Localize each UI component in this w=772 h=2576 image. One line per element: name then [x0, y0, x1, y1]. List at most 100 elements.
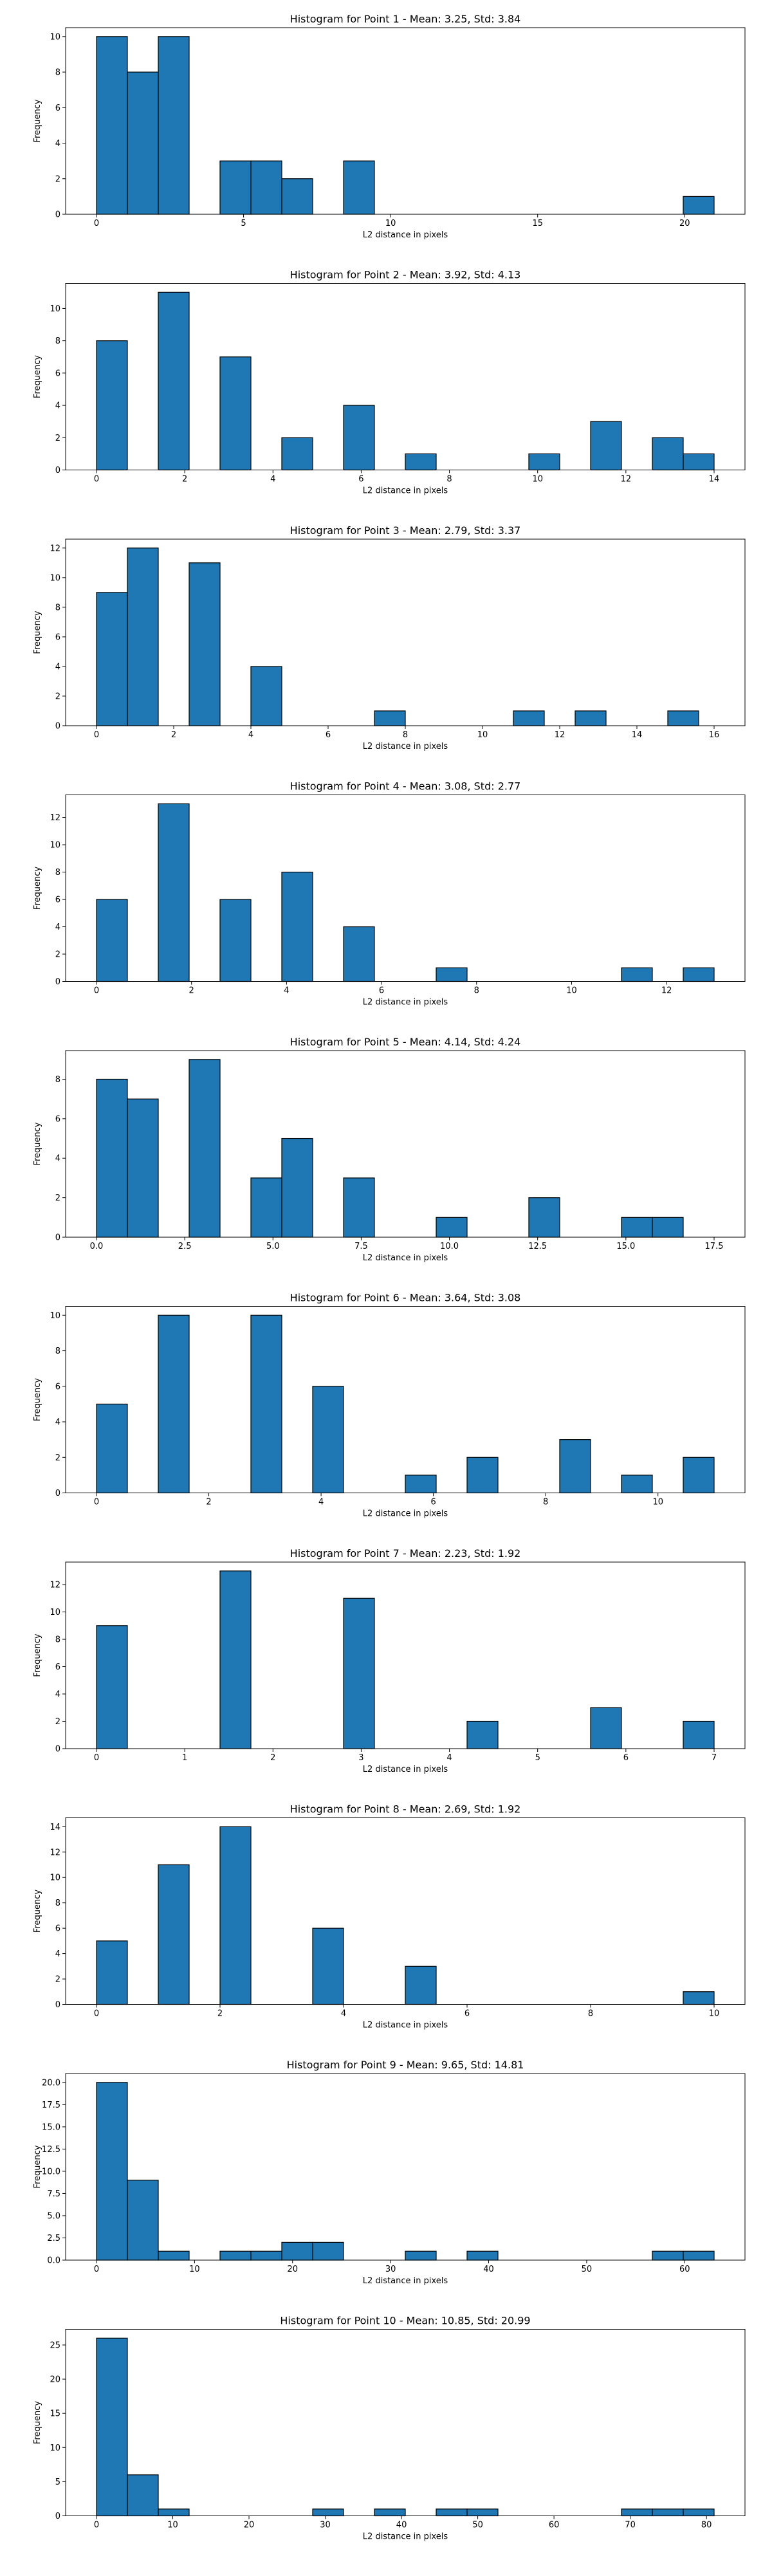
histogram-10-x-tick-label: 30 — [320, 2521, 331, 2530]
histogram-8-y-tick-label: 10 — [50, 1873, 60, 1883]
histogram-5-bar-6 — [343, 1177, 375, 1238]
histogram-2-bar-1 — [96, 340, 128, 471]
histogram-4-bar-4 — [281, 871, 313, 982]
histogram-7-x-tick-label: 1 — [182, 1753, 187, 1763]
histogram-3-y-tick-label: 6 — [55, 632, 60, 642]
histogram-6-bar-6 — [466, 1457, 499, 1494]
histogram-1-y-axis-label: Frequency — [33, 99, 42, 142]
histogram-4-y-tick-label: 2 — [55, 950, 60, 960]
histogram-4-frame — [65, 795, 746, 982]
histogram-3-bar-3 — [188, 562, 221, 726]
histogram-4-x-tick-label: 2 — [189, 986, 194, 996]
histogram-1-y-tick-label: 4 — [55, 139, 60, 149]
histogram-2-bar-2 — [158, 291, 190, 471]
histogram-5-y-tick-label: 8 — [55, 1075, 60, 1085]
histogram-1-bar-6 — [281, 178, 313, 215]
histogram-5-bar-4 — [250, 1177, 282, 1238]
histogram-4-x-tick-label: 12 — [661, 986, 672, 996]
histogram-10-bar-6 — [436, 2508, 468, 2517]
histogram-10-x-tick-label: 20 — [244, 2521, 255, 2530]
histogram-panel-9: 0 10 20 30 40 50 60 0.0 2.5 5.0 7.5 10.0 12.5 15.0 17.… — [33, 2059, 746, 2286]
histogram-6-x-tick-label: 4 — [318, 1498, 324, 1507]
histogram-3-y-axis-label: Frequency — [33, 611, 42, 654]
histogram-4-bar-2 — [158, 803, 190, 982]
histogram-3-x-tick-label: 14 — [632, 730, 643, 740]
histogram-1-y-tick-label: 2 — [55, 174, 60, 184]
histogram-3-bar-8 — [667, 710, 699, 726]
histogram-6-bar-7 — [559, 1439, 591, 1494]
histogram-6-y-tick-label: 6 — [55, 1382, 60, 1392]
histogram-2-frame — [65, 283, 746, 470]
histogram-1-bar-8 — [683, 196, 715, 215]
histogram-10-y-tick-label: 20 — [50, 2375, 60, 2385]
histogram-10-bar-3 — [158, 2508, 190, 2517]
histogram-8-title: Histogram for Point 8 - Mean: 2.69, Std:… — [290, 1803, 521, 1816]
histogram-3-x-tick-label: 8 — [403, 730, 408, 740]
histogram-6-x-tick-label: 0 — [94, 1498, 99, 1507]
histogram-8-x-tick-label: 8 — [588, 2009, 593, 2019]
histogram-2-x-tick-label: 8 — [446, 475, 452, 484]
histogram-panel-6: 0 2 4 6 8 10 0 2 4 6 8 10 Histogram for Point 6 - Me… — [33, 1292, 746, 1519]
histogram-7-x-tick-label: 0 — [94, 1753, 99, 1763]
histogram-2-x-tick-label: 6 — [358, 475, 363, 484]
histogram-4-x-tick-label: 8 — [474, 986, 479, 996]
histogram-5-x-tick-label: 10.0 — [440, 1242, 459, 1251]
histogram-10-bar-9 — [652, 2508, 684, 2517]
histogram-4-bar-7 — [621, 967, 653, 982]
histogram-panel-4: 0 2 4 6 8 10 12 0 2 4 6 8 10 12 Histogram for Point 4 … — [33, 780, 746, 1007]
histogram-3-bar-5 — [374, 710, 406, 726]
histogram-1-bar-5 — [250, 160, 282, 215]
histogram-9-x-tick-label: 40 — [483, 2265, 494, 2274]
histogram-2-x-tick-label: 10 — [532, 475, 543, 484]
histogram-7-x-tick-label: 3 — [358, 1753, 363, 1763]
histogram-9-bar-11 — [683, 2250, 715, 2261]
histogram-6-frame — [65, 1306, 746, 1493]
histogram-3-bar-1 — [96, 592, 128, 726]
histogram-6-x-tick-label: 2 — [206, 1498, 211, 1507]
histogram-6-y-tick-label: 4 — [55, 1418, 60, 1428]
histogram-8-bar-1 — [96, 1940, 128, 2005]
histogram-6-y-tick-label: 8 — [55, 1347, 60, 1356]
histogram-2-bar-6 — [405, 453, 437, 471]
histogram-9-y-tick-label: 7.5 — [47, 2189, 60, 2199]
histogram-6-x-tick-label: 8 — [543, 1498, 548, 1507]
histogram-8-bar-3 — [219, 1826, 252, 2005]
histogram-1-x-axis-label: L2 distance in pixels — [363, 230, 448, 240]
histogram-8-x-tick-label: 10 — [709, 2009, 720, 2019]
histogram-2-y-tick-label: 8 — [55, 336, 60, 346]
histogram-9-y-tick-label: 0.0 — [47, 2256, 60, 2266]
histogram-5-y-axis-label: Frequency — [33, 1122, 42, 1165]
histogram-7-y-tick-label: 6 — [55, 1662, 60, 1672]
histogram-5-frame — [65, 1050, 746, 1238]
histogram-10-title: Histogram for Point 10 - Mean: 10.85, St… — [280, 2315, 530, 2327]
histogram-6-x-axis-label: L2 distance in pixels — [363, 1509, 448, 1519]
histogram-6-bar-2 — [158, 1314, 190, 1494]
histogram-6-bar-5 — [405, 1475, 437, 1494]
histogram-2-bar-9 — [652, 437, 684, 471]
histogram-2-x-tick-label: 12 — [621, 475, 632, 484]
histogram-3-bar-2 — [127, 547, 159, 726]
histogram-2-bar-7 — [528, 453, 560, 471]
histogram-5-bar-8 — [528, 1197, 560, 1238]
histogram-4-y-tick-label: 4 — [55, 923, 60, 932]
histogram-6-bar-9 — [683, 1457, 715, 1494]
histogram-8-x-tick-label: 0 — [94, 2009, 99, 2019]
histogram-5-y-tick-label: 4 — [55, 1154, 60, 1164]
histogram-7-x-tick-label: 4 — [446, 1753, 452, 1763]
histogram-panel-5: 0.0 2.5 5.0 7.5 10.0 12.5 15.0 17.5 0 2 4 6 8 Histogr… — [33, 1036, 746, 1263]
histogram-7-title: Histogram for Point 7 - Mean: 2.23, Std:… — [290, 1547, 521, 1559]
histogram-9-bar-9 — [466, 2250, 499, 2261]
histogram-8-y-axis-label: Frequency — [33, 1890, 42, 1933]
histogram-7-y-tick-label: 2 — [55, 1717, 60, 1727]
histogram-5-x-tick-label: 7.5 — [354, 1242, 368, 1251]
histogram-8-y-tick-label: 6 — [55, 1924, 60, 1934]
histogram-8-x-tick-label: 2 — [217, 2009, 223, 2019]
histogram-6-bar-1 — [96, 1403, 128, 1494]
histogram-9-y-axis-label: Frequency — [33, 2145, 42, 2188]
histogram-7-y-tick-label: 10 — [50, 1608, 60, 1617]
histogram-3-title: Histogram for Point 3 - Mean: 2.79, Std:… — [290, 524, 521, 537]
histogram-3-x-tick-label: 16 — [709, 730, 720, 740]
histogram-9-x-tick-label: 50 — [582, 2265, 593, 2274]
histogram-6-y-tick-label: 2 — [55, 1453, 60, 1463]
histogram-5-x-tick-label: 0.0 — [90, 1242, 104, 1251]
